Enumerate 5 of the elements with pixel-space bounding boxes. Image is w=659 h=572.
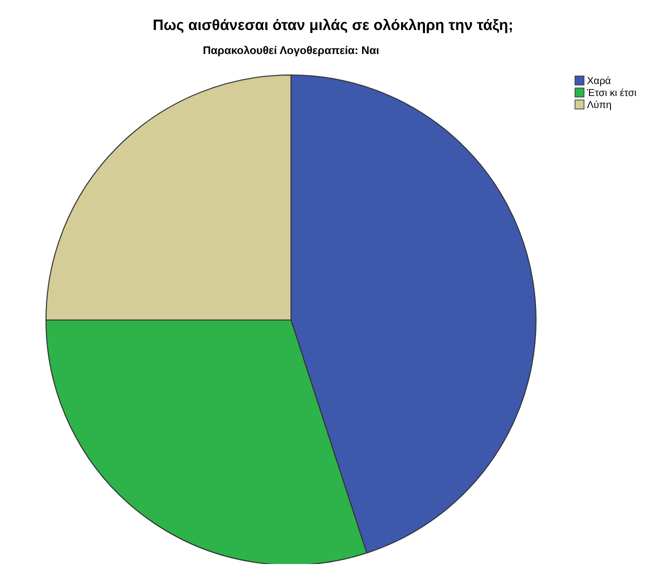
legend-label: Έτσι κι έτσι <box>586 88 636 99</box>
legend-label: Λύπη <box>587 100 612 111</box>
chart-title: Πως αισθάνεσαι όταν μιλάς σε ολόκληρη την τάξη; <box>152 17 514 34</box>
chart-subtitle: Παρακολουθεί Λογοθεραπεία: Ναι <box>202 45 380 57</box>
legend-label: Χαρά <box>587 76 612 87</box>
